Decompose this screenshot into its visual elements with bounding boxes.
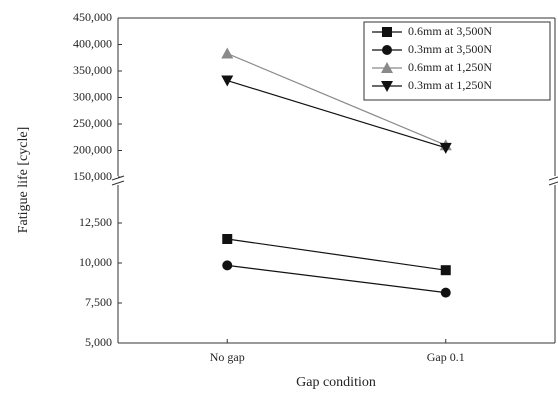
legend-label: 0.6mm at 3,500N [408,24,492,38]
x-tick-label: Gap 0.1 [427,350,465,364]
series-line [227,264,446,294]
legend-box [363,21,551,101]
marker [440,287,451,298]
legend-label: 0.3mm at 1,250N [408,78,492,92]
marker [440,265,451,276]
y-tick-label: 350,000 [73,63,112,77]
axis-break [548,176,558,186]
marker [221,75,234,87]
legend-marker [381,62,393,73]
marker [222,260,233,271]
marker [439,142,452,154]
legend-label: 0.3mm at 3,500N [408,42,492,56]
legend-marker [382,45,392,55]
y-tick-label: 450,000 [73,10,112,24]
legend-marker [381,81,393,92]
series-line [227,79,446,149]
y-tick-label: 150,000 [73,169,112,183]
marker [221,47,234,59]
series-line [227,238,446,271]
x-axis-label: Gap condition [296,375,376,390]
x-tick-label: No gap [210,350,245,364]
y-tick-label: 300,000 [73,89,112,103]
y-tick-label: 400,000 [73,36,112,50]
y-tick-label: 5,000 [85,335,112,349]
legend-label: 0.6mm at 1,250N [408,60,492,74]
y-tick-label: 200,000 [73,142,112,156]
y-axis-label: Fatigue life [cycle] [16,127,31,234]
y-tick-label: 7,500 [85,295,112,309]
y-tick-label: 10,000 [79,255,112,269]
series-line [227,52,446,146]
marker [222,234,233,244]
y-tick-label: 250,000 [73,116,112,130]
y-tick-label: 12,500 [79,215,112,229]
legend-marker [382,27,392,37]
